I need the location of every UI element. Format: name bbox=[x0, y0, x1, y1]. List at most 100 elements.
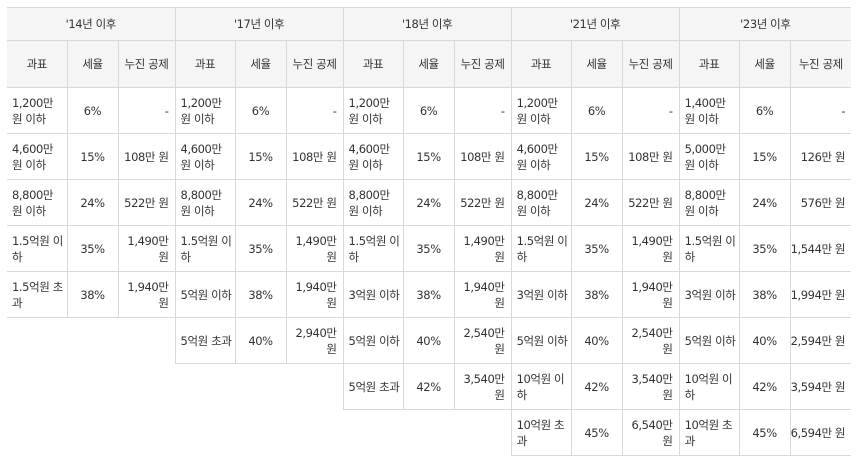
deduction-cell: 1,490만 원 bbox=[621, 225, 680, 272]
base-cell: 10억원 초과 bbox=[510, 409, 572, 456]
deduction-cell: - bbox=[453, 87, 512, 134]
base-cell: 5억원 초과 bbox=[174, 317, 236, 364]
empty-cell bbox=[286, 410, 343, 456]
base-cell: 3억원 이하 bbox=[342, 271, 404, 318]
base-cell: 4,600만 원 이하 bbox=[174, 133, 236, 180]
empty-cell bbox=[118, 318, 175, 364]
base-cell: 1,400만 원 이하 bbox=[678, 87, 740, 134]
deduction-cell: 2,540만 원 bbox=[621, 317, 680, 364]
rate-cell: 15% bbox=[234, 133, 287, 180]
base-cell: 1.5억원 이하 bbox=[7, 225, 68, 272]
table-row: 1.5억원 초과 38% 1,940만 원 5억원 이하 38% 1,940만 원 3억원 … bbox=[7, 271, 852, 318]
period-header: '21년 이후 bbox=[510, 7, 680, 41]
base-cell: 8,800만 원 이하 bbox=[678, 179, 740, 226]
table-row: 4,600만 원 이하 15% 108만 원 4,600만 원 이하 15% 108만 원… bbox=[7, 133, 852, 180]
empty-cell bbox=[235, 410, 286, 456]
base-cell: 8,800만 원 이하 bbox=[174, 179, 236, 226]
base-cell: 1,200만 원 이하 bbox=[7, 87, 68, 134]
deduction-cell: 576만 원 bbox=[789, 179, 852, 226]
deduction-header: 누진 공제 bbox=[621, 40, 680, 88]
rate-cell: 6% bbox=[402, 87, 455, 134]
rate-cell: 6% bbox=[738, 87, 791, 134]
empty-cell bbox=[175, 410, 235, 456]
empty-cell bbox=[343, 410, 403, 456]
base-cell: 3억원 이하 bbox=[678, 271, 740, 318]
rate-cell: 35% bbox=[234, 225, 287, 272]
base-cell: 5억원 이하 bbox=[342, 317, 404, 364]
deduction-cell: 2,540만 원 bbox=[453, 317, 512, 364]
rate-cell: 24% bbox=[738, 179, 791, 226]
rate-cell: 45% bbox=[570, 409, 623, 456]
rate-cell: 24% bbox=[570, 179, 623, 226]
rate-header: 세율 bbox=[570, 40, 623, 88]
tax-rate-table: '14년 이후 '17년 이후 '18년 이후 '21년 이후 '23년 이후 … bbox=[7, 7, 852, 456]
rate-cell: 38% bbox=[66, 271, 119, 318]
empty-cell bbox=[118, 410, 175, 456]
base-header: 과표 bbox=[678, 40, 740, 88]
deduction-cell: 1,544만 원 bbox=[789, 225, 852, 272]
table-row: 10억원 초과 45% 6,540만 원 10억원 초과 45% 6,594만 원 bbox=[7, 409, 852, 456]
empty-cell bbox=[67, 318, 118, 364]
deduction-cell: 3,540만 원 bbox=[621, 363, 680, 410]
period-header: '17년 이후 bbox=[174, 7, 344, 41]
empty-cell bbox=[7, 318, 67, 364]
base-cell: 3억원 이하 bbox=[510, 271, 572, 318]
empty-cell bbox=[67, 410, 118, 456]
base-cell: 1,200만 원 이하 bbox=[342, 87, 404, 134]
deduction-cell: 1,940만 원 bbox=[453, 271, 512, 318]
table-row: 5억원 초과 42% 3,540만 원 10억원 이하 42% 3,540만 원 10억원 … bbox=[7, 363, 852, 410]
deduction-cell: 1,940만 원 bbox=[621, 271, 680, 318]
base-cell: 5억원 초과 bbox=[342, 363, 404, 410]
rate-cell: 40% bbox=[570, 317, 623, 364]
deduction-cell: - bbox=[621, 87, 680, 134]
rate-cell: 38% bbox=[402, 271, 455, 318]
rate-cell: 35% bbox=[66, 225, 119, 272]
rate-cell: 42% bbox=[570, 363, 623, 410]
rate-cell: 42% bbox=[402, 363, 455, 410]
table-row: 1,200만 원 이하 6% -1,200만 원 이하 6% -1,200만 원 이하 6… bbox=[7, 87, 852, 134]
rate-cell: 40% bbox=[234, 317, 287, 364]
base-cell: 1.5억원 초과 bbox=[7, 271, 68, 318]
base-cell: 5억원 이하 bbox=[174, 271, 236, 318]
base-cell: 1.5억원 이하 bbox=[678, 225, 740, 272]
deduction-cell: 522만 원 bbox=[621, 179, 680, 226]
deduction-cell: 522만 원 bbox=[453, 179, 512, 226]
deduction-cell: 2,594만 원 bbox=[789, 317, 852, 364]
deduction-header: 누진 공제 bbox=[285, 40, 344, 88]
rate-cell: 15% bbox=[570, 133, 623, 180]
rate-cell: 15% bbox=[738, 133, 791, 180]
deduction-cell: 1,994만 원 bbox=[789, 271, 852, 318]
base-cell: 10억원 초과 bbox=[678, 409, 740, 456]
base-cell: 8,800만 원 이하 bbox=[510, 179, 572, 226]
deduction-cell: 522만 원 bbox=[285, 179, 344, 226]
empty-cell bbox=[175, 364, 235, 410]
deduction-cell: 108만 원 bbox=[621, 133, 680, 180]
base-cell: 1.5억원 이하 bbox=[510, 225, 572, 272]
empty-cell bbox=[7, 364, 67, 410]
rate-header: 세율 bbox=[738, 40, 791, 88]
deduction-cell: 126만 원 bbox=[789, 133, 852, 180]
deduction-cell: 108만 원 bbox=[285, 133, 344, 180]
deduction-cell: - bbox=[117, 87, 176, 134]
tax-table-body: 1,200만 원 이하 6% -1,200만 원 이하 6% -1,200만 원 이하 6… bbox=[7, 87, 852, 456]
base-cell: 5억원 이하 bbox=[678, 317, 740, 364]
deduction-cell: 3,540만 원 bbox=[453, 363, 512, 410]
deduction-cell: 6,594만 원 bbox=[789, 409, 852, 456]
deduction-cell: 6,540만 원 bbox=[621, 409, 680, 456]
base-cell: 5억원 이하 bbox=[510, 317, 572, 364]
rate-header: 세율 bbox=[234, 40, 287, 88]
deduction-cell: 1,490만 원 bbox=[117, 225, 176, 272]
rate-cell: 38% bbox=[234, 271, 287, 318]
rate-cell: 35% bbox=[402, 225, 455, 272]
rate-cell: 40% bbox=[738, 317, 791, 364]
deduction-header: 누진 공제 bbox=[117, 40, 176, 88]
deduction-cell: - bbox=[789, 87, 852, 134]
deduction-cell: - bbox=[285, 87, 344, 134]
table-row: 5억원 초과 40% 2,940만 원 5억원 이하 40% 2,540만 원 5억원 이하… bbox=[7, 317, 852, 364]
deduction-cell: 108만 원 bbox=[453, 133, 512, 180]
base-cell: 10억원 이하 bbox=[510, 363, 572, 410]
table-row: 8,800만 원 이하 24% 522만 원 8,800만 원 이하 24% 522만 원… bbox=[7, 179, 852, 226]
base-header: 과표 bbox=[510, 40, 572, 88]
base-cell: 1,200만 원 이하 bbox=[510, 87, 572, 134]
period-header: '23년 이후 bbox=[678, 7, 852, 41]
